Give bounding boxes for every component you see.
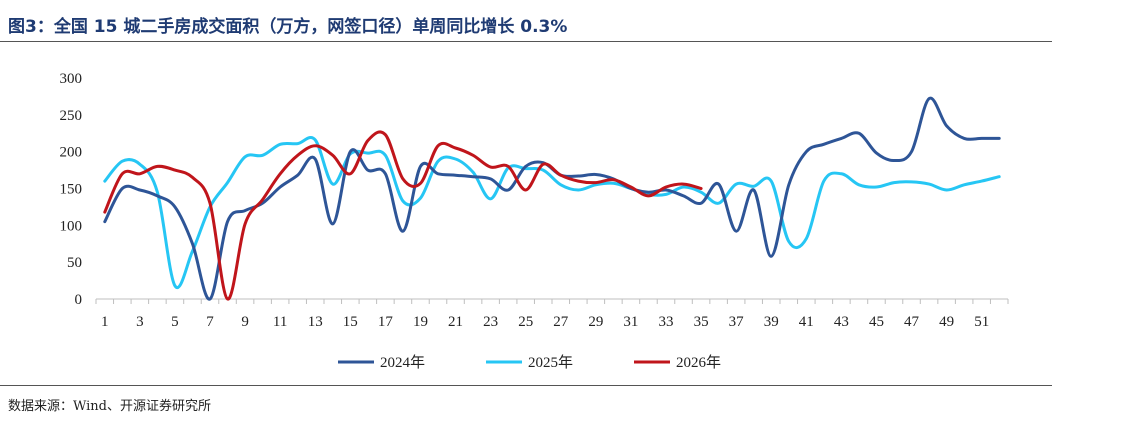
x-tick-label: 15 xyxy=(343,314,358,330)
bottom-rule xyxy=(0,385,1052,386)
y-tick-label: 100 xyxy=(60,218,83,234)
x-tick-label: 41 xyxy=(799,314,814,330)
x-tick-label: 13 xyxy=(308,314,323,330)
x-tick-label: 1 xyxy=(101,314,109,330)
x-tick-label: 27 xyxy=(553,314,569,330)
x-tick-label: 29 xyxy=(588,314,603,330)
x-tick-label: 23 xyxy=(483,314,498,330)
x-tick-label: 25 xyxy=(518,314,533,330)
x-tick-label: 7 xyxy=(206,314,214,330)
y-tick-label: 0 xyxy=(75,292,83,308)
x-tick-label: 19 xyxy=(413,314,428,330)
x-tick-label: 45 xyxy=(869,314,884,330)
y-tick-label: 300 xyxy=(60,71,83,87)
series-line-1 xyxy=(103,96,1001,301)
x-tick-label: 11 xyxy=(273,314,287,330)
x-tick-label: 51 xyxy=(974,314,989,330)
x-tick-label: 43 xyxy=(834,314,849,330)
x-tick-label: 37 xyxy=(729,314,745,330)
source-note: 数据来源：Wind、开源证券研究所 xyxy=(8,399,211,414)
series-line-3 xyxy=(103,130,703,301)
x-tick-label: 49 xyxy=(939,314,954,330)
x-tick-label: 31 xyxy=(623,314,638,330)
x-tick-label: 21 xyxy=(448,314,463,330)
x-tick-label: 39 xyxy=(764,314,779,330)
series-line-2 xyxy=(103,136,1001,290)
y-tick-label: 50 xyxy=(67,255,82,271)
x-tick-label: 17 xyxy=(378,314,394,330)
x-tick-label: 35 xyxy=(694,314,709,330)
x-tick-label: 9 xyxy=(241,314,249,330)
y-tick-label: 200 xyxy=(60,145,83,161)
x-tick-label: 47 xyxy=(904,314,920,330)
legend-label-1: 2024年 xyxy=(380,354,425,371)
x-tick-label: 5 xyxy=(171,314,179,330)
top-rule xyxy=(0,41,1052,42)
legend-label-3: 2026年 xyxy=(676,354,721,371)
y-tick-label: 150 xyxy=(60,182,83,198)
y-tick-label: 250 xyxy=(60,108,83,124)
chart-title: 图3：全国 15 城二手房成交面积（万方，网签口径）单周同比增长 0.3% xyxy=(8,17,568,37)
x-tick-label: 3 xyxy=(136,314,144,330)
x-tick-label: 33 xyxy=(659,314,674,330)
legend-label-2: 2025年 xyxy=(528,354,573,371)
